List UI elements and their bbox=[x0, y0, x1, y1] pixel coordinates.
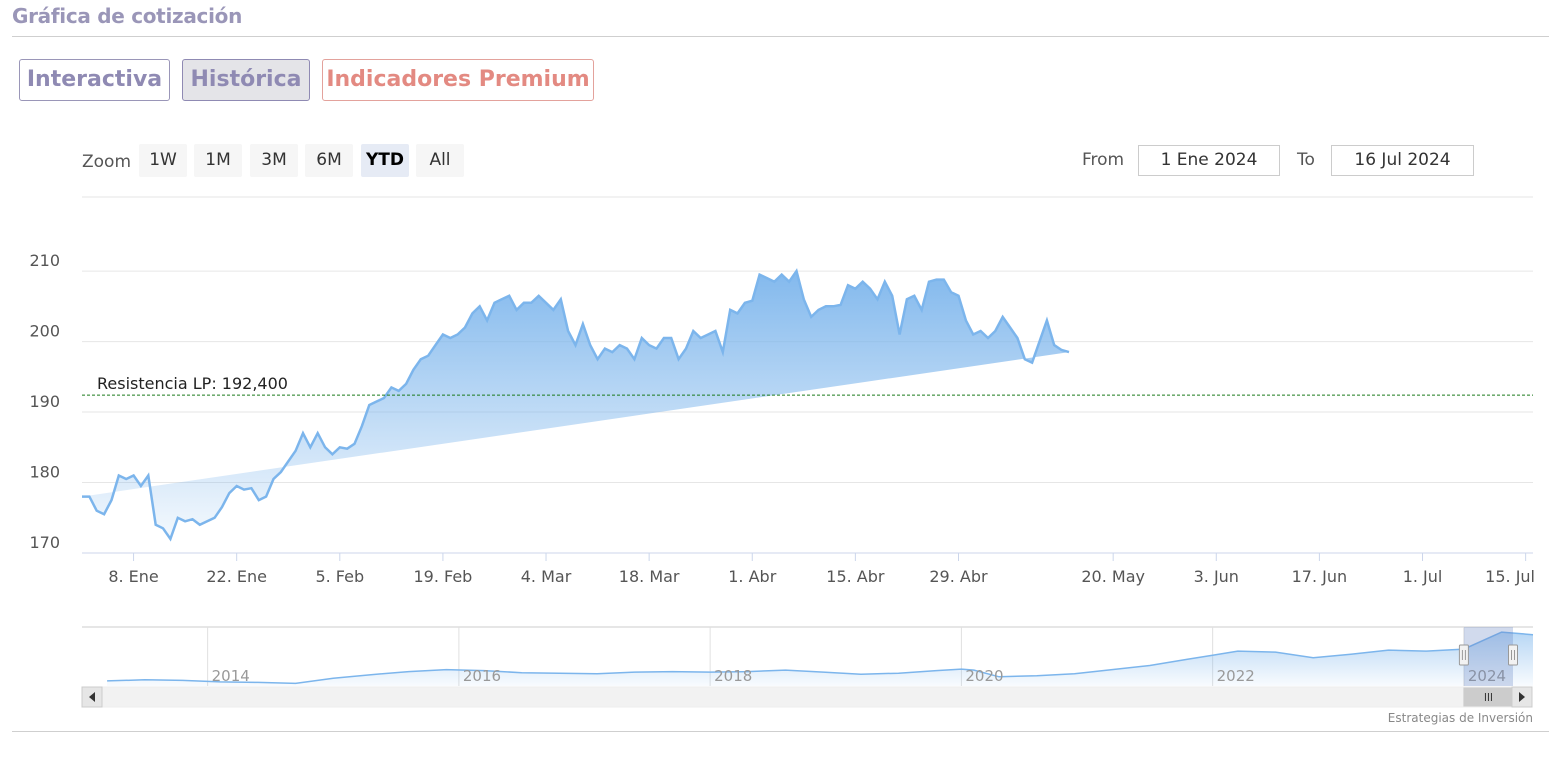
x-axis-labels: 8. Ene 22. Ene 5. Feb 19. Feb 4. Mar 18. Mar 1… bbox=[108, 553, 1535, 586]
navigator-year-label: 2016 bbox=[463, 667, 501, 685]
x-tick-label: 18. Mar bbox=[619, 567, 680, 586]
zoom-3m-button[interactable]: 3M bbox=[250, 144, 298, 177]
x-tick-label: 29. Abr bbox=[929, 567, 988, 586]
tab-interactiva[interactable]: Interactiva bbox=[19, 59, 170, 101]
zoom-label: Zoom bbox=[82, 152, 132, 172]
y-tick-label: 180 bbox=[29, 463, 60, 482]
zoom-1w-button[interactable]: 1W bbox=[139, 144, 187, 177]
resistance-label: Resistencia LP: 192,400 bbox=[97, 374, 288, 393]
y-tick-label: 170 bbox=[29, 533, 60, 552]
zoom-ytd-button[interactable]: YTD bbox=[361, 144, 409, 177]
navigator: 2014 2016 2018 2020 2022 2024 bbox=[82, 626, 1534, 686]
price-series-line bbox=[82, 268, 1070, 542]
section-title: Gráfica de cotización bbox=[12, 4, 243, 28]
tab-indicadores-premium[interactable]: Indicadores Premium bbox=[322, 59, 594, 101]
x-tick-label: 15. Jul bbox=[1485, 567, 1535, 586]
x-tick-label: 15. Abr bbox=[826, 567, 885, 586]
chevron-right-icon bbox=[1519, 692, 1525, 702]
chart-credit: Estrategias de Inversión bbox=[1387, 711, 1533, 725]
price-area bbox=[82, 271, 1069, 539]
navigator-handle-right[interactable] bbox=[1508, 644, 1518, 666]
to-date-input[interactable]: 16 Jul 2024 bbox=[1331, 145, 1474, 176]
navigator-year-label: 2022 bbox=[1217, 667, 1255, 685]
scrollbar[interactable] bbox=[81, 686, 1533, 708]
from-label: From bbox=[1082, 150, 1125, 170]
chevron-left-icon bbox=[89, 692, 95, 702]
navigator-series-line bbox=[107, 631, 1534, 685]
tab-historica[interactable]: Histórica bbox=[182, 59, 310, 101]
zoom-all-button[interactable]: All bbox=[416, 144, 464, 177]
x-tick-label: 1. Jul bbox=[1403, 567, 1443, 586]
navigator-year-label: 2020 bbox=[965, 667, 1003, 685]
bottom-divider bbox=[12, 731, 1549, 732]
zoom-1m-button[interactable]: 1M bbox=[194, 144, 242, 177]
x-tick-label: 8. Ene bbox=[108, 567, 158, 586]
y-tick-label: 200 bbox=[29, 322, 60, 341]
x-tick-label: 4. Mar bbox=[521, 567, 572, 586]
x-tick-label: 22. Ene bbox=[206, 567, 267, 586]
x-tick-label: 1. Abr bbox=[728, 567, 776, 586]
y-tick-label: 190 bbox=[29, 392, 60, 411]
navigator-year-label: 2014 bbox=[212, 667, 250, 685]
navigator-selected-window[interactable] bbox=[1463, 627, 1513, 686]
navigator-area bbox=[107, 632, 1534, 686]
navigator-year-labels: 2014 2016 2018 2020 2022 2024 bbox=[212, 667, 1506, 685]
grip-icon bbox=[1484, 693, 1492, 701]
x-tick-label: 20. May bbox=[1081, 567, 1145, 586]
x-tick-label: 3. Jun bbox=[1194, 567, 1239, 586]
x-tick-label: 17. Jun bbox=[1292, 567, 1348, 586]
y-axis-labels: 170 180 190 200 210 bbox=[29, 251, 60, 552]
navigator-handle-left[interactable] bbox=[1458, 644, 1469, 666]
x-tick-label: 5. Feb bbox=[315, 567, 364, 586]
y-tick-label: 210 bbox=[29, 251, 60, 270]
to-label: To bbox=[1297, 150, 1315, 170]
zoom-6m-button[interactable]: 6M bbox=[305, 144, 353, 177]
x-tick-label: 19. Feb bbox=[413, 567, 472, 586]
scrollbar-track[interactable] bbox=[81, 686, 1533, 708]
navigator-year-label: 2024 bbox=[1468, 667, 1506, 685]
title-divider bbox=[12, 36, 1549, 37]
from-date-input[interactable]: 1 Ene 2024 bbox=[1138, 145, 1280, 176]
navigator-year-label: 2018 bbox=[714, 667, 752, 685]
navigator-handles bbox=[1458, 644, 1518, 666]
